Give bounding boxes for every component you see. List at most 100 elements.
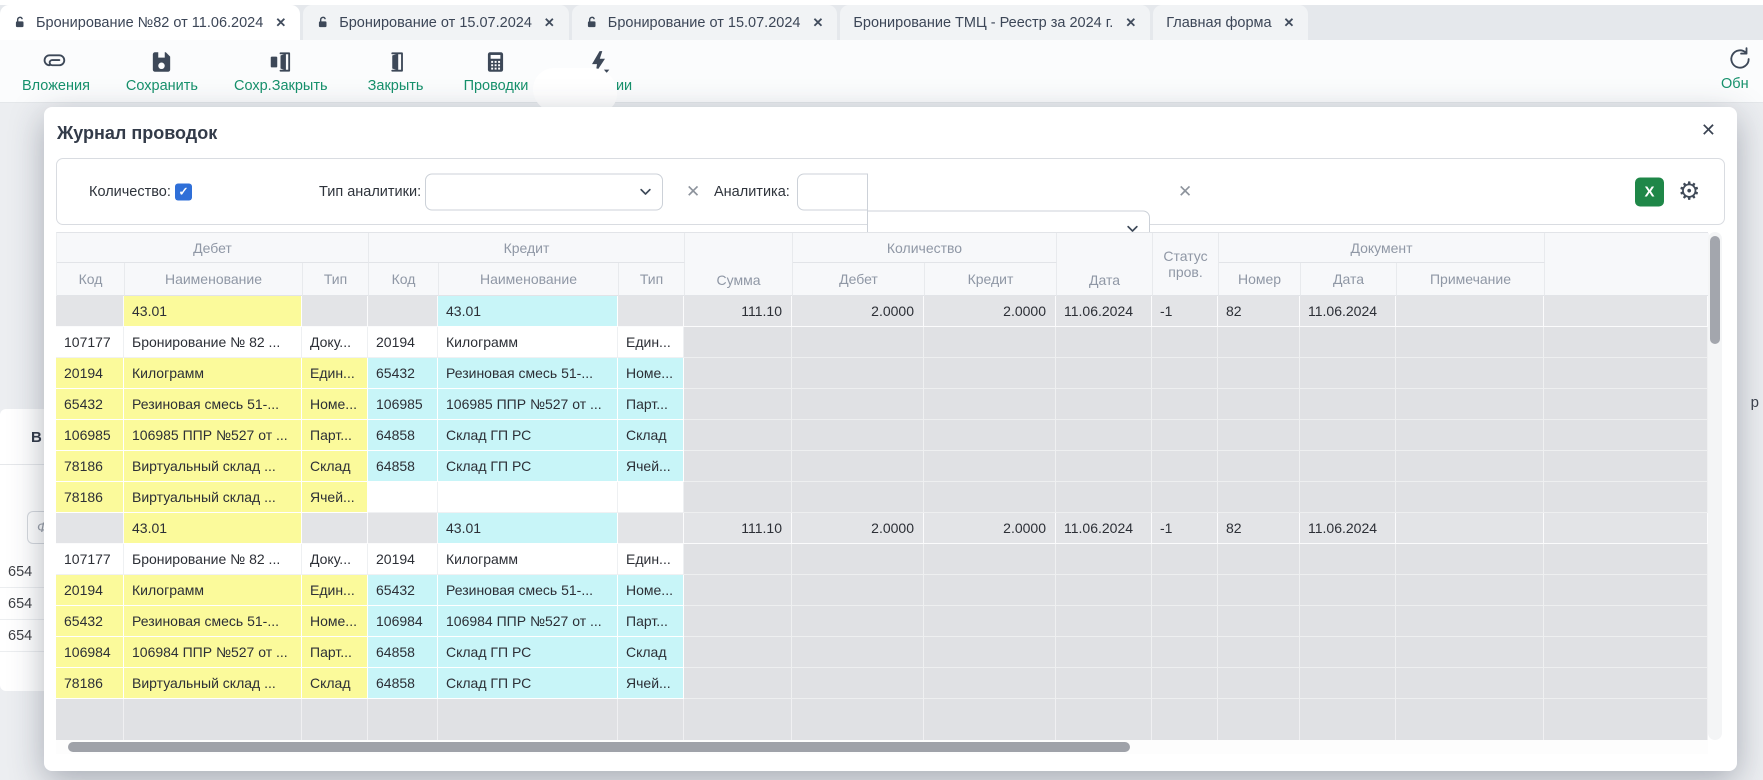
table-cell[interactable] xyxy=(1544,451,1708,482)
credit-code-cell[interactable]: 64858 xyxy=(368,637,438,668)
table-cell[interactable] xyxy=(684,451,792,482)
table-cell[interactable] xyxy=(1056,637,1152,668)
table-cell[interactable] xyxy=(684,575,792,606)
debit-name-cell[interactable]: Резиновая смесь 51-... xyxy=(124,606,302,637)
credit-type-cell[interactable]: Един... xyxy=(618,544,684,575)
debit-code-cell[interactable]: 65432 xyxy=(56,389,124,420)
table-cell[interactable] xyxy=(1544,544,1708,575)
table-cell[interactable] xyxy=(1218,358,1300,389)
debit-code-cell[interactable]: 107177 xyxy=(56,544,124,575)
debit-name-cell[interactable]: 106984 ППР №527 от ... xyxy=(124,637,302,668)
table-cell[interactable] xyxy=(792,482,924,513)
credit-code-cell[interactable]: 65432 xyxy=(368,358,438,389)
date-cell[interactable]: 11.06.2024 xyxy=(1056,296,1152,327)
vertical-scrollbar[interactable] xyxy=(1708,232,1722,740)
dialog-close-icon[interactable]: ✕ xyxy=(1700,120,1716,140)
toolbar-button-save[interactable]: Сохранить xyxy=(126,49,198,94)
debit-type-cell[interactable]: Ячей... xyxy=(302,482,368,513)
table-cell[interactable] xyxy=(792,575,924,606)
table-cell[interactable] xyxy=(1152,482,1218,513)
table-cell[interactable] xyxy=(1056,420,1152,451)
credit-code-cell[interactable]: 64858 xyxy=(368,451,438,482)
table-cell[interactable] xyxy=(1300,327,1396,358)
toolbar-button-door[interactable]: Закрыть xyxy=(364,49,428,94)
debit-name-cell[interactable]: 106985 ППР №527 от ... xyxy=(124,420,302,451)
credit-name-cell[interactable]: Резиновая смесь 51-... xyxy=(438,575,618,606)
table-cell[interactable] xyxy=(1218,327,1300,358)
table-cell[interactable] xyxy=(924,606,1056,637)
table-cell[interactable] xyxy=(1152,668,1218,699)
debit-type-cell[interactable]: Един... xyxy=(302,575,368,606)
table-cell[interactable] xyxy=(1544,637,1708,668)
table-cell[interactable] xyxy=(684,358,792,389)
credit-code-cell[interactable]: 20194 xyxy=(368,327,438,358)
table-cell[interactable] xyxy=(1544,296,1708,327)
debit-name-cell[interactable]: Виртуальный склад ... xyxy=(124,451,302,482)
analytics-type-clear-icon[interactable]: ✕ xyxy=(686,181,701,201)
table-cell[interactable] xyxy=(1396,637,1544,668)
table-cell[interactable] xyxy=(1396,575,1544,606)
debit-account-cell[interactable]: 43.01 xyxy=(124,513,302,544)
table-cell[interactable] xyxy=(1300,544,1396,575)
table-cell[interactable] xyxy=(1152,544,1218,575)
credit-account-cell[interactable]: 43.01 xyxy=(438,513,618,544)
table-cell[interactable] xyxy=(1056,482,1152,513)
debit-name-cell[interactable]: Килограмм xyxy=(124,358,302,389)
background-filter-input[interactable]: Фи xyxy=(27,511,46,544)
table-cell[interactable] xyxy=(1396,513,1544,544)
table-cell[interactable] xyxy=(1544,389,1708,420)
amount-cell[interactable]: 111.10 xyxy=(684,296,792,327)
table-cell[interactable] xyxy=(792,451,924,482)
table-cell[interactable] xyxy=(1300,482,1396,513)
qty-debit-cell[interactable]: 2.0000 xyxy=(792,296,924,327)
table-cell[interactable] xyxy=(1218,637,1300,668)
credit-code-cell[interactable]: 65432 xyxy=(368,575,438,606)
table-cell[interactable] xyxy=(684,668,792,699)
debit-type-cell[interactable]: Парт... xyxy=(302,420,368,451)
credit-type-cell[interactable]: Номе... xyxy=(618,575,684,606)
table-cell[interactable] xyxy=(924,358,1056,389)
tab-3[interactable]: Бронирование от 15.07.2024 ✕ xyxy=(571,5,838,40)
debit-name-cell[interactable]: Бронирование № 82 ... xyxy=(124,327,302,358)
debit-code-cell[interactable]: 106984 xyxy=(56,637,124,668)
credit-name-cell[interactable]: Склад ГП РС xyxy=(438,637,618,668)
table-cell[interactable] xyxy=(1218,544,1300,575)
tab-1[interactable]: Бронирование №82 от 11.06.2024 ✕ xyxy=(0,5,301,40)
table-cell[interactable] xyxy=(1396,451,1544,482)
table-cell[interactable] xyxy=(924,451,1056,482)
background-list-item[interactable]: 654 xyxy=(0,588,46,620)
table-cell[interactable] xyxy=(618,296,684,327)
table-cell[interactable] xyxy=(302,296,368,327)
debit-code-cell[interactable]: 20194 xyxy=(56,358,124,389)
table-cell[interactable] xyxy=(792,358,924,389)
table-cell[interactable] xyxy=(1218,668,1300,699)
table-cell[interactable] xyxy=(1300,606,1396,637)
table-cell[interactable] xyxy=(1396,358,1544,389)
table-cell[interactable] xyxy=(924,420,1056,451)
table-cell[interactable] xyxy=(792,637,924,668)
table-cell[interactable] xyxy=(302,513,368,544)
table-cell[interactable] xyxy=(924,327,1056,358)
qty-credit-cell[interactable]: 2.0000 xyxy=(924,296,1056,327)
analytics-type-select[interactable] xyxy=(425,173,663,210)
table-cell[interactable] xyxy=(792,606,924,637)
table-cell[interactable] xyxy=(1300,668,1396,699)
table-cell[interactable] xyxy=(684,544,792,575)
table-cell[interactable] xyxy=(684,482,792,513)
debit-code-cell[interactable]: 65432 xyxy=(56,606,124,637)
debit-type-cell[interactable]: Склад xyxy=(302,668,368,699)
credit-name-cell[interactable]: Резиновая смесь 51-... xyxy=(438,358,618,389)
tab-close-icon[interactable]: ✕ xyxy=(543,14,555,30)
debit-name-cell[interactable]: Виртуальный склад ... xyxy=(124,482,302,513)
toolbar-button-calculator[interactable]: Проводки xyxy=(464,49,528,94)
tab-close-icon[interactable]: ✕ xyxy=(812,14,824,30)
table-cell[interactable] xyxy=(1056,358,1152,389)
credit-code-cell[interactable]: 20194 xyxy=(368,544,438,575)
table-cell[interactable] xyxy=(1300,637,1396,668)
table-cell[interactable] xyxy=(1218,482,1300,513)
table-cell[interactable] xyxy=(1396,296,1544,327)
debit-type-cell[interactable]: Доку... xyxy=(302,544,368,575)
table-cell[interactable] xyxy=(1218,575,1300,606)
toolbar-button-save-close[interactable]: Сохр.Закрыть xyxy=(234,49,328,94)
credit-name-cell[interactable] xyxy=(438,482,618,513)
